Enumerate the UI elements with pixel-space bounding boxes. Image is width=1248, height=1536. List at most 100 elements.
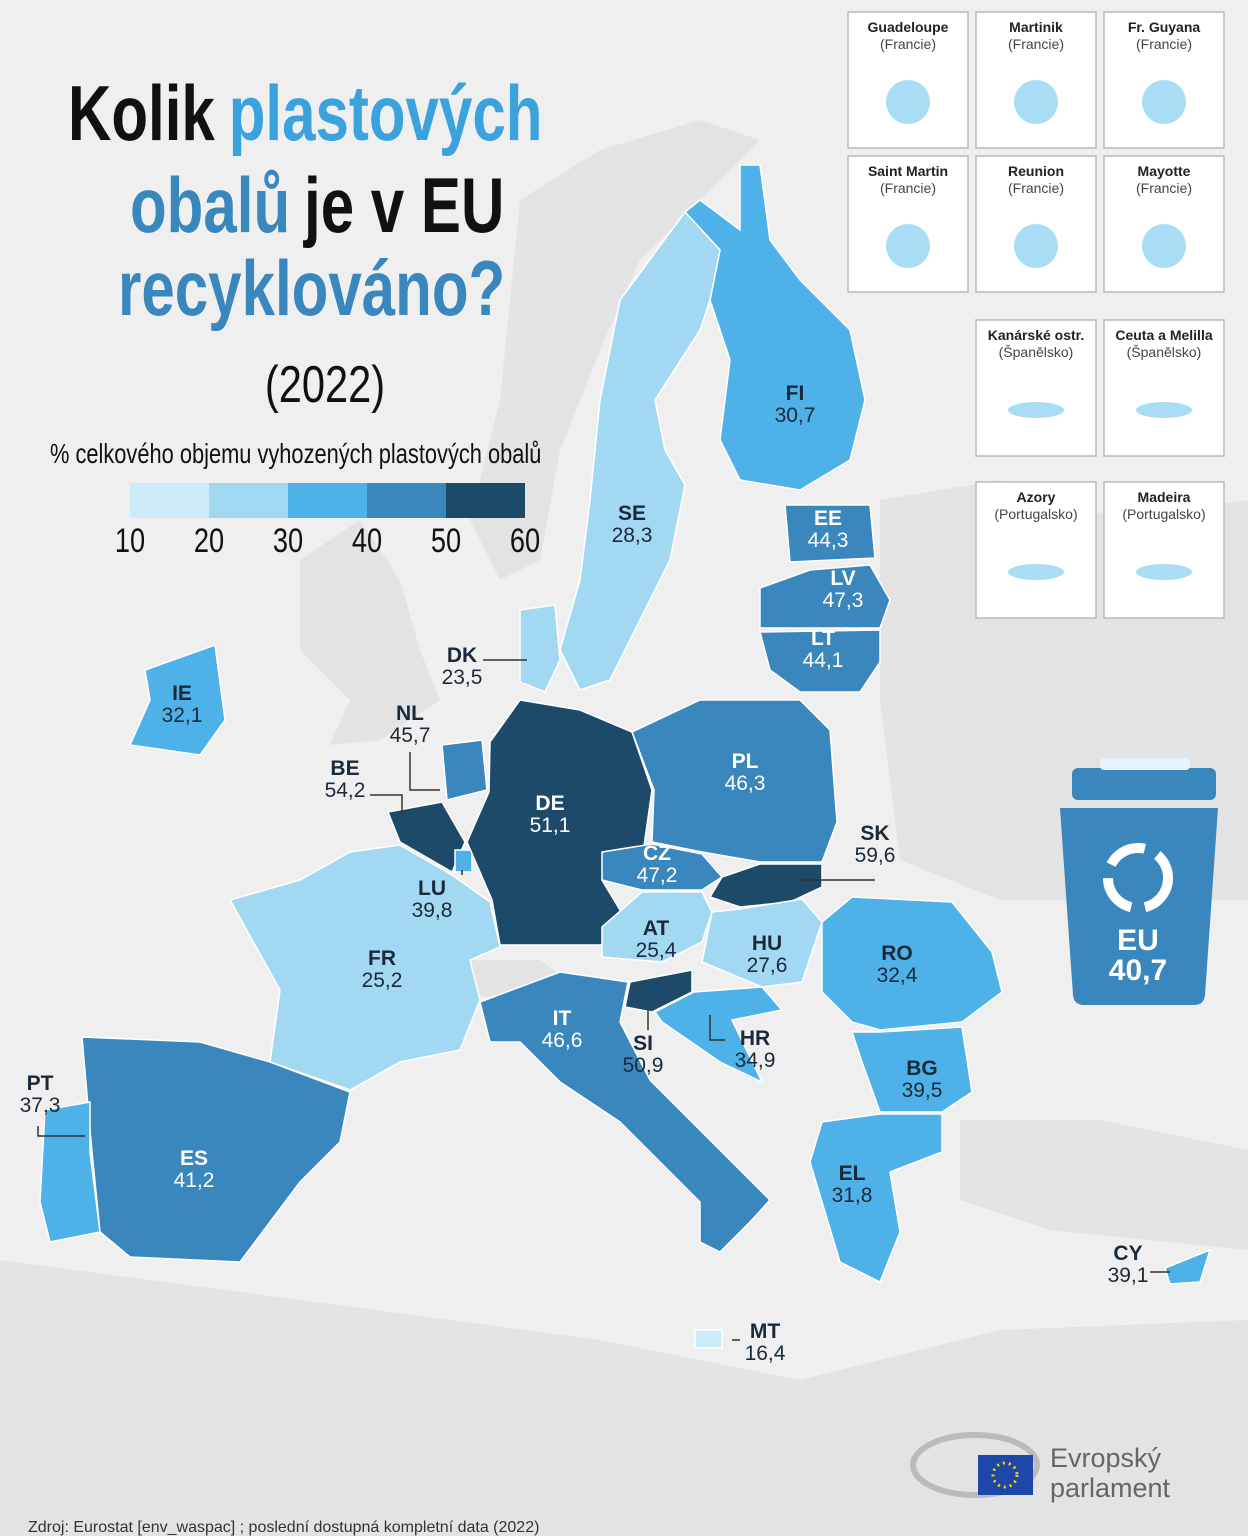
country-value: 46,3 bbox=[725, 772, 766, 795]
inset-country: (Francie) bbox=[880, 180, 936, 196]
inset-name: Madeira bbox=[1138, 489, 1191, 505]
title-line: recyklováno? bbox=[118, 244, 505, 331]
country-value: 28,3 bbox=[612, 524, 653, 547]
country-value: 51,1 bbox=[530, 814, 571, 837]
inset-shape bbox=[1008, 564, 1064, 580]
legend-tick: 50 bbox=[431, 521, 461, 560]
country bbox=[683, 164, 866, 491]
inset-box bbox=[975, 319, 1097, 457]
logo-text: parlament bbox=[1050, 1473, 1171, 1503]
country bbox=[39, 1101, 101, 1243]
country bbox=[479, 971, 772, 1253]
title-line: obalů je v EU bbox=[130, 161, 504, 248]
country-code: PT bbox=[27, 1072, 54, 1095]
country-code: EL bbox=[839, 1162, 866, 1185]
country-code: HR bbox=[740, 1027, 770, 1050]
country-code: LT bbox=[811, 627, 835, 650]
country-value: 39,5 bbox=[902, 1079, 943, 1102]
logo-text: Evropský bbox=[1050, 1443, 1162, 1473]
country-code: CY bbox=[1113, 1242, 1142, 1265]
country bbox=[1164, 1248, 1212, 1285]
country bbox=[454, 849, 473, 873]
inset-shape bbox=[886, 224, 930, 268]
legend-tick-label: 50 bbox=[431, 521, 461, 560]
inset-country: (Francie) bbox=[1136, 36, 1192, 52]
source: Zdroj: Eurostat [env_waspac] ; poslední … bbox=[28, 1519, 539, 1536]
title: obalů je v EU bbox=[130, 161, 504, 248]
country-value: 39,8 bbox=[412, 899, 453, 922]
country-value: 32,1 bbox=[162, 704, 203, 727]
country-code: IT bbox=[553, 1007, 572, 1030]
inset-box bbox=[975, 481, 1097, 619]
inset-shape bbox=[1136, 564, 1192, 580]
legend-label-group: % celkového objemu vyhozených plastových… bbox=[50, 438, 541, 469]
country bbox=[601, 891, 713, 963]
country-value: 34,9 bbox=[735, 1049, 776, 1072]
recycle-icon bbox=[1103, 843, 1173, 913]
country-value: 44,3 bbox=[808, 529, 849, 552]
legend-swatch bbox=[130, 483, 209, 518]
country-value: 32,4 bbox=[877, 964, 918, 987]
inset-name: Guadeloupe bbox=[868, 19, 949, 35]
country-code: DE bbox=[535, 792, 564, 815]
subtitle-group: (2022) bbox=[265, 355, 385, 414]
country bbox=[850, 1026, 973, 1113]
inset-box bbox=[1103, 319, 1225, 457]
country bbox=[653, 986, 784, 1084]
inset-shape bbox=[1142, 80, 1186, 124]
country bbox=[228, 844, 501, 1091]
inset-country: (Portugalsko) bbox=[994, 506, 1077, 522]
title-line: Kolik plastových bbox=[68, 69, 542, 156]
inset-name: Martinik bbox=[1009, 19, 1063, 35]
inset-shape bbox=[1136, 402, 1192, 418]
legend-swatch bbox=[367, 483, 446, 518]
country-value: 41,2 bbox=[174, 1169, 215, 1192]
country-code: HU bbox=[752, 932, 782, 955]
country bbox=[821, 896, 1003, 1031]
eu-code: EU bbox=[1117, 924, 1159, 957]
legend-tick: 30 bbox=[273, 521, 303, 560]
inset-name: Mayotte bbox=[1138, 163, 1191, 179]
country-code: FI bbox=[786, 382, 805, 405]
inset-country: (Francie) bbox=[1008, 36, 1064, 52]
inset-shape bbox=[1142, 224, 1186, 268]
inset-name: Azory bbox=[1017, 489, 1056, 505]
country-value: 27,6 bbox=[747, 954, 788, 977]
inset-shape bbox=[886, 80, 930, 124]
country-code: CZ bbox=[643, 842, 671, 865]
country bbox=[784, 504, 876, 563]
country-code: LU bbox=[418, 877, 446, 900]
country-value: 50,9 bbox=[623, 1054, 664, 1077]
country-value: 30,7 bbox=[775, 404, 816, 427]
title: recyklováno? bbox=[118, 244, 505, 331]
logo: Evropský parlament bbox=[910, 1432, 1171, 1503]
inset-country: (Francie) bbox=[1008, 180, 1064, 196]
logo-stars bbox=[991, 1461, 1019, 1489]
country-code: IE bbox=[172, 682, 192, 705]
country bbox=[809, 1113, 943, 1284]
country bbox=[441, 739, 488, 801]
country-value: 39,1 bbox=[1108, 1264, 1149, 1287]
country-value: 54,2 bbox=[325, 779, 366, 802]
subtitle: (2022) bbox=[265, 355, 385, 414]
map: FI30,7SE28,3EE44,3LV47,3LT44,1DK23,5IE32… bbox=[20, 164, 1212, 1365]
country bbox=[759, 564, 891, 629]
bin-opening bbox=[1100, 758, 1190, 770]
inset-country: (Španělsko) bbox=[1127, 344, 1202, 360]
inset-name: Saint Martin bbox=[868, 163, 948, 179]
inset-shape bbox=[1008, 402, 1064, 418]
inset-shape bbox=[1014, 224, 1058, 268]
insets: Guadeloupe(Francie)Martinik(Francie)Fr. … bbox=[847, 11, 1225, 619]
legend-swatch bbox=[209, 483, 288, 518]
country-value: 37,3 bbox=[20, 1094, 61, 1117]
leader-line bbox=[37, 1126, 85, 1137]
country-code: SK bbox=[860, 822, 889, 845]
legend: 10 20 30 40 50 60 bbox=[115, 483, 540, 560]
country-value: 31,8 bbox=[832, 1184, 873, 1207]
country-value: 46,6 bbox=[542, 1029, 583, 1052]
legend-tick: 60 bbox=[510, 521, 540, 560]
bin-lid bbox=[1072, 768, 1216, 800]
country bbox=[631, 699, 838, 863]
logo-flag bbox=[978, 1455, 1033, 1495]
inset-name: Fr. Guyana bbox=[1128, 19, 1201, 35]
